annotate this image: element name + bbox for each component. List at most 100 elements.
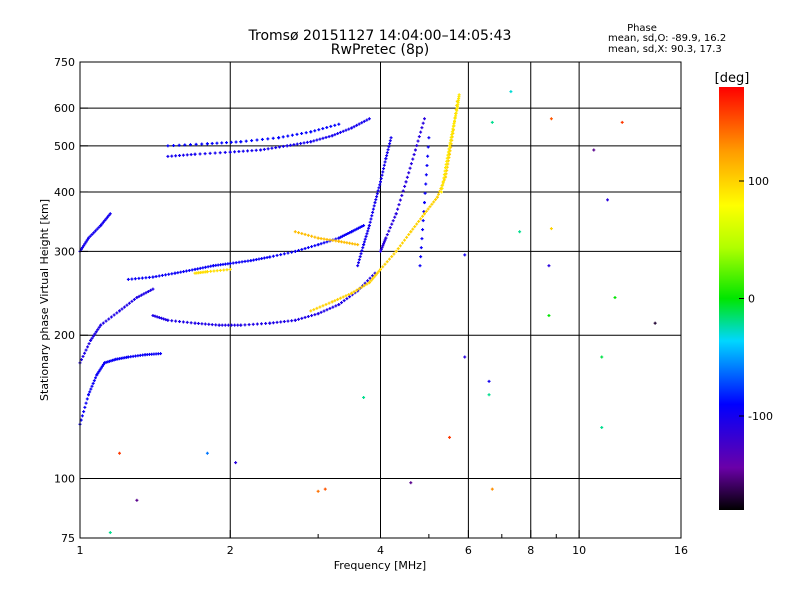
- trace-point: [411, 227, 415, 231]
- trace-point: [371, 274, 375, 278]
- trace-point: [194, 142, 198, 146]
- trace-point: [181, 320, 185, 324]
- trace-point: [209, 264, 213, 268]
- trace-point: [317, 128, 321, 132]
- trace-point: [445, 156, 449, 160]
- trace-point: [446, 150, 450, 154]
- trace-point: [321, 304, 325, 308]
- trace-point: [375, 192, 379, 196]
- trace-point: [107, 213, 111, 217]
- trace-point: [417, 219, 421, 223]
- trace-point: [400, 194, 404, 198]
- trace-point: [292, 143, 296, 147]
- x-tick-label: 4: [377, 544, 384, 557]
- trace-point: [130, 299, 134, 303]
- trace-point: [357, 122, 361, 126]
- trace-point: [198, 266, 202, 270]
- trace-point: [400, 241, 404, 245]
- trace-point: [81, 354, 85, 358]
- trace-point: [277, 136, 281, 140]
- trace-point: [390, 255, 394, 259]
- trace-point: [361, 246, 365, 250]
- trace-point: [228, 267, 232, 271]
- trace-point: [415, 222, 419, 226]
- trace-point: [90, 384, 94, 388]
- data-point: [620, 120, 624, 124]
- trace-point: [407, 171, 411, 175]
- trace-point: [362, 284, 366, 288]
- trace-point: [449, 138, 453, 142]
- trace-point: [205, 142, 209, 146]
- trace-point: [84, 240, 88, 244]
- trace-point: [97, 370, 101, 374]
- trace-point: [375, 195, 379, 199]
- trace-point: [365, 282, 369, 286]
- trace-point: [347, 293, 351, 297]
- trace-point: [405, 235, 409, 239]
- trace-point: [255, 322, 259, 326]
- phase-info-o: mean, sd,O: -89.9, 16.2: [608, 33, 726, 44]
- trace-point: [222, 268, 226, 272]
- trace-point: [271, 254, 275, 258]
- trace-point: [196, 267, 200, 271]
- trace-point: [237, 260, 241, 264]
- data-point: [547, 264, 551, 268]
- trace-point: [84, 348, 88, 352]
- trace-point: [413, 148, 417, 152]
- trace-point: [310, 245, 314, 249]
- trace-point: [109, 315, 113, 319]
- trace-point: [243, 259, 247, 263]
- trace-point: [407, 233, 411, 237]
- trace-point: [193, 267, 197, 271]
- trace-point: [356, 264, 360, 268]
- trace-point: [366, 279, 370, 283]
- trace-point: [279, 253, 283, 257]
- trace-point: [167, 272, 171, 276]
- trace-point: [250, 149, 254, 153]
- trace-point: [306, 315, 310, 319]
- trace-point: [365, 118, 369, 122]
- trace-point: [374, 198, 378, 202]
- trace-point: [200, 142, 204, 146]
- trace-point: [210, 323, 214, 327]
- trace-point: [362, 119, 366, 123]
- trace-point: [364, 234, 368, 238]
- trace-point: [441, 180, 445, 184]
- data-point: [606, 198, 610, 202]
- trace-point: [355, 227, 359, 231]
- trace-point: [455, 109, 459, 113]
- trace-point: [101, 363, 105, 367]
- trace-point: [447, 156, 451, 160]
- trace-point: [352, 125, 356, 129]
- trace-point: [151, 314, 155, 318]
- trace-point: [371, 207, 375, 211]
- trace-point: [189, 153, 193, 157]
- trace-point: [322, 237, 326, 241]
- trace-point: [146, 290, 150, 294]
- trace-point: [228, 261, 232, 265]
- trace-point: [274, 146, 278, 150]
- trace-point: [286, 319, 290, 323]
- trace-point: [101, 220, 105, 224]
- trace-point: [448, 141, 452, 145]
- trace-point: [405, 175, 409, 179]
- data-point: [600, 425, 604, 429]
- trace-point: [385, 260, 389, 264]
- trace-point: [92, 379, 96, 383]
- trace-point: [344, 232, 348, 236]
- trace-point: [179, 270, 183, 274]
- data-point: [409, 481, 413, 485]
- trace-point: [424, 209, 428, 213]
- trace-point: [329, 124, 333, 128]
- trace-point: [300, 232, 304, 236]
- trace-point: [348, 295, 352, 299]
- trace-point: [230, 323, 234, 327]
- trace-point: [388, 226, 392, 230]
- trace-point: [88, 234, 92, 238]
- trace-point: [101, 321, 105, 325]
- phase-info-x: mean, sd,X: 90.3, 17.3: [608, 44, 722, 55]
- trace-point: [246, 149, 250, 153]
- trace-point: [154, 275, 158, 279]
- trace-point: [359, 252, 363, 256]
- trace-point: [322, 309, 326, 313]
